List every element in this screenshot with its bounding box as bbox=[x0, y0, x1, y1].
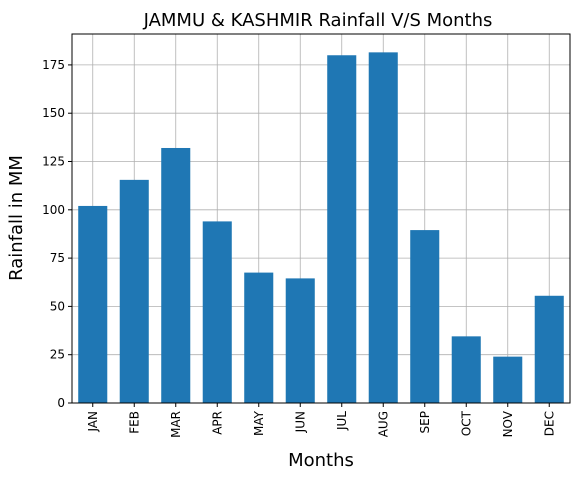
bar-dec bbox=[534, 295, 564, 403]
y-tick-label: 25 bbox=[50, 348, 65, 362]
x-tick-label: JUN bbox=[293, 411, 307, 433]
x-tick-label: AUG bbox=[376, 411, 390, 437]
bar-feb bbox=[119, 179, 149, 403]
y-axis-label: Rainfall in MM bbox=[6, 155, 27, 281]
y-tick-label: 175 bbox=[42, 58, 65, 72]
x-axis-label: Months bbox=[288, 450, 354, 471]
x-tick-label: JAN bbox=[86, 411, 100, 433]
chart-title: JAMMU & KASHMIR Rainfall V/S Months bbox=[143, 10, 493, 31]
y-tick-label: 100 bbox=[42, 203, 65, 217]
bar-jul bbox=[327, 55, 357, 403]
y-tick-label: 75 bbox=[50, 251, 65, 265]
bar-oct bbox=[451, 336, 481, 403]
bar-apr bbox=[202, 221, 232, 403]
x-tick-label: OCT bbox=[459, 410, 473, 436]
x-tick-label: MAY bbox=[252, 410, 266, 436]
y-tick-label: 50 bbox=[50, 299, 65, 313]
bar-may bbox=[244, 272, 274, 403]
bars-layer bbox=[78, 52, 564, 404]
bar-jan bbox=[78, 205, 108, 403]
y-axis: 0 25 50 75 100 125 150 175 bbox=[42, 58, 72, 410]
x-tick-label: FEB bbox=[127, 411, 141, 434]
x-tick-label: NOV bbox=[501, 410, 515, 437]
bar-jun bbox=[285, 278, 315, 403]
y-tick-label: 0 bbox=[57, 396, 65, 410]
x-tick-label: JUL bbox=[335, 411, 349, 431]
bar-nov bbox=[493, 356, 523, 403]
x-tick-label: SEP bbox=[418, 411, 432, 433]
x-tick-label: MAR bbox=[169, 411, 183, 438]
bar-aug bbox=[368, 52, 398, 404]
x-tick-label: APR bbox=[210, 411, 224, 435]
x-tick-label: DEC bbox=[542, 411, 556, 436]
y-tick-label: 125 bbox=[42, 155, 65, 169]
x-axis: JAN FEB MAR APR MAY JUN JUL AUG SEP OCT NOV DEC bbox=[86, 403, 556, 438]
plot-frame bbox=[71, 33, 571, 404]
y-tick-label: 150 bbox=[42, 106, 65, 120]
bar-sep bbox=[410, 230, 440, 403]
bar-mar bbox=[161, 147, 191, 403]
